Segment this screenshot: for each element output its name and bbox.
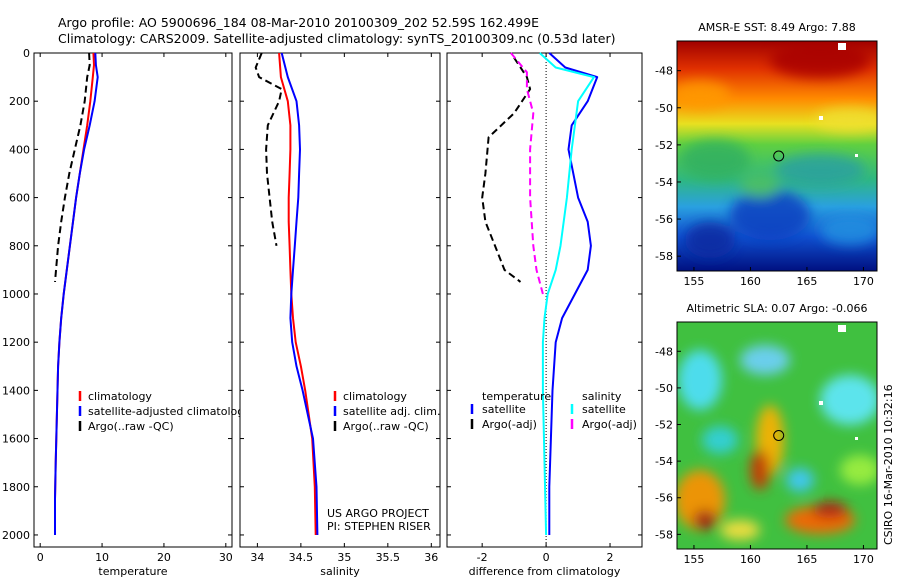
salinity-plot-frame xyxy=(239,52,441,548)
difference-legend-label: Argo(-adj) xyxy=(582,418,637,431)
temperature-panel: 0 10 20 30 temperature 0 200 400 600 800 1000 1200 1… xyxy=(2,47,251,578)
difference-series-argo-adj--salinity xyxy=(510,52,544,295)
temperature-ytick-label: 1200 xyxy=(2,336,30,349)
amsre-sst-ytick-label: -48 xyxy=(655,65,673,78)
altimetric-sla-xtick-label: 165 xyxy=(796,553,817,566)
project-label: US ARGO PROJECT PI: STEPHEN RISER xyxy=(327,507,431,533)
altimetric-sla-ytick-label: -52 xyxy=(655,419,673,432)
altimetric-sla-argo-marker xyxy=(773,430,785,441)
salinity-legend-label: climatology xyxy=(343,390,407,403)
temperature-xtick-label: 20 xyxy=(157,551,171,564)
temperature-xlabel: temperature xyxy=(98,565,167,578)
salinity-legend-label: satellite adj. clim. xyxy=(343,405,440,418)
difference-legend-label: satellite xyxy=(582,403,626,416)
difference-legend-header: temperature xyxy=(482,390,551,403)
difference-legend-label: Argo(-adj) xyxy=(482,418,537,431)
amsre-sst-ytick-label: -58 xyxy=(655,250,673,263)
project-line1: US ARGO PROJECT xyxy=(327,507,429,520)
temperature-ytick-label: 600 xyxy=(9,192,30,205)
altimetric-sla-xtick-label: 160 xyxy=(740,553,761,566)
amsre-sst-ytick-label: -54 xyxy=(655,176,673,189)
temperature-ytick-label: 1600 xyxy=(2,433,30,446)
salinity-legend-label: Argo(..raw -QC) xyxy=(343,420,429,433)
temperature-legend-label: satellite-adjusted climatology xyxy=(88,405,251,418)
difference-series-argo-adj--temperature xyxy=(481,57,532,283)
altimetric-sla-title: Altimetric SLA: 0.07 Argo: -0.066 xyxy=(687,302,868,315)
altimetric-sla-ytick-label: -54 xyxy=(655,455,673,468)
temperature-ytick-label: 1000 xyxy=(2,288,30,301)
sst-field xyxy=(677,41,877,271)
temperature-ytick-label: 400 xyxy=(9,143,30,156)
temperature-xtick-label: 10 xyxy=(95,551,109,564)
project-line2: PI: STEPHEN RISER xyxy=(327,520,431,533)
amsre-sst-argo-marker xyxy=(773,150,785,162)
temperature-series-satellite-adjusted-climatology xyxy=(54,52,99,535)
temperature-ytick-label: 0 xyxy=(23,47,30,60)
difference-series-satellite-salinity xyxy=(539,52,595,536)
amsre-sst-title: AMSR-E SST: 8.49 Argo: 7.88 xyxy=(698,21,856,34)
chart-title-line2: Climatology: CARS2009. Satellite-adjuste… xyxy=(58,31,616,46)
difference-xlabel: difference from climatology xyxy=(469,565,621,578)
temperature-ytick-label: 2000 xyxy=(2,529,30,542)
difference-legend-label: satellite xyxy=(482,403,526,416)
altimetric-sla-ytick-label: -56 xyxy=(655,492,673,505)
difference-xtick-label: 0 xyxy=(543,551,550,564)
amsre-sst-ytick-label: -56 xyxy=(655,213,673,226)
salinity-legend: climatology satellite adj. clim. Argo(..ra… xyxy=(333,390,440,433)
amsre-sst-xtick-label: 165 xyxy=(796,275,817,288)
temperature-xtick-label: 0 xyxy=(37,551,44,564)
temperature-ytick-label: 200 xyxy=(9,95,30,108)
amsre-sst-xtick-label: 155 xyxy=(683,275,704,288)
salinity-panel: 34 34.5 35 35.5 36 salinity climatology satelli… xyxy=(239,52,441,578)
difference-series-satellite-temperature xyxy=(548,52,599,535)
temperature-legend-label: Argo(..raw -QC) xyxy=(88,420,174,433)
salinity-xtick-label: 34 xyxy=(250,551,264,564)
altimetric-sla-ytick-label: -58 xyxy=(655,528,673,541)
salinity-xtick-label: 35 xyxy=(337,551,351,564)
chart-title-line1: Argo profile: AO 5900696_184 08-Mar-2010… xyxy=(58,15,540,30)
difference-xtick-label: 2 xyxy=(607,551,614,564)
sst-map: AMSR-E SST: 8.49 Argo: 7.88 155 160 165 170 -… xyxy=(655,21,878,288)
temperature-legend-label: climatology xyxy=(88,390,152,403)
altimetric-sla-xtick-label: 170 xyxy=(853,553,874,566)
amsre-sst-xtick-label: 170 xyxy=(853,275,874,288)
difference-xtick-label: -2 xyxy=(477,551,488,564)
temperature-plot-frame xyxy=(33,52,233,548)
salinity-series-argo-raw-qc- xyxy=(254,52,283,246)
sla-map: Altimetric SLA: 0.07 Argo: -0.066 155 160 1… xyxy=(655,302,878,566)
temperature-legend: climatology satellite-adjusted climatolog… xyxy=(78,390,251,433)
amsre-sst-ytick-label: -50 xyxy=(655,102,673,115)
altimetric-sla-xtick-label: 155 xyxy=(683,553,704,566)
salinity-xtick-label: 35.5 xyxy=(376,551,401,564)
altimetric-sla-ytick-label: -48 xyxy=(655,345,673,358)
temperature-ytick-label: 1800 xyxy=(2,481,30,494)
amsre-sst-xtick-label: 160 xyxy=(740,275,761,288)
salinity-series-satellite-adj-clim- xyxy=(280,52,319,536)
difference-legend-header: salinity xyxy=(582,390,622,403)
temperature-series-argo-raw-qc- xyxy=(54,52,91,282)
salinity-xtick-label: 34.5 xyxy=(289,551,314,564)
timestamp-stamp: CSIRO 16-Mar-2010 10:32:16 xyxy=(882,384,895,545)
sla-field xyxy=(677,322,877,549)
difference-legend: temperature salinitysatelliteArgo(-adj)sa… xyxy=(470,390,637,431)
amsre-sst-ytick-label: -52 xyxy=(655,139,673,152)
temperature-xtick-label: 30 xyxy=(219,551,233,564)
altimetric-sla-ytick-label: -50 xyxy=(655,382,673,395)
temperature-ytick-label: 1400 xyxy=(2,384,30,397)
temperature-ytick-label: 800 xyxy=(9,240,30,253)
salinity-xlabel: salinity xyxy=(320,565,360,578)
salinity-xtick-label: 36 xyxy=(424,551,438,564)
